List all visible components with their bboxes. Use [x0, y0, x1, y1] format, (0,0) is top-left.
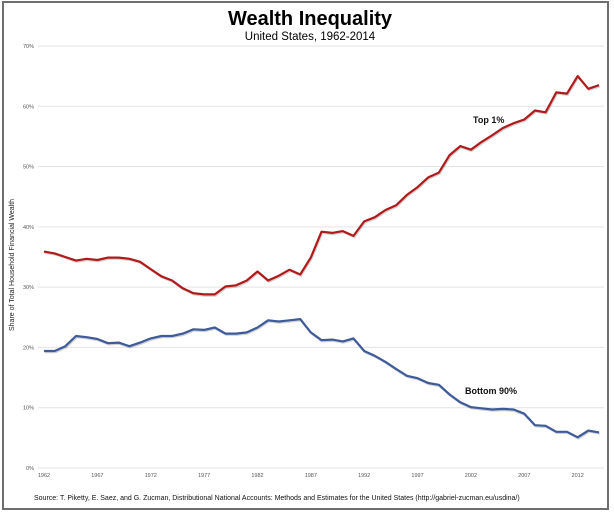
y-tick-label: 20% [23, 345, 34, 351]
y-tick-label: 40% [23, 225, 34, 231]
x-tick-label: 2007 [518, 473, 530, 479]
x-tick-label: 2012 [572, 473, 584, 479]
y-tick-label: 0% [26, 466, 34, 472]
y-tick-label: 30% [23, 285, 34, 291]
y-tick-label: 10% [23, 406, 34, 412]
y-tick-label: 50% [23, 165, 34, 171]
series-line-bottom-90 [44, 318, 600, 439]
series-line-top-1 [43, 74, 600, 296]
chart-title: Wealth Inequality [228, 8, 393, 30]
y-axis-label: Share of Total Household Financial Wealt… [9, 199, 16, 331]
series-label-top-1: Top 1% [473, 115, 504, 125]
series-lines [43, 74, 601, 440]
x-tick-label: 2002 [465, 473, 477, 479]
x-tick-label: 1977 [198, 473, 210, 479]
chart-subtitle: United States, 1962-2014 [245, 31, 376, 43]
x-tick-label: 1967 [91, 473, 103, 479]
source-note: Source: T. Piketty, E. Saez, and G. Zucm… [34, 495, 520, 502]
x-tick-label: 1962 [38, 473, 50, 479]
x-tick-label: 1982 [251, 473, 263, 479]
x-tick-label: 1972 [145, 473, 157, 479]
chart-frame [2, 1, 609, 510]
y-tick-label: 60% [23, 104, 34, 110]
x-axis-ticks: 1962 1967 1972 1977 1982 1987 1992 1997 2002 2007… [38, 473, 584, 479]
y-axis-ticks: 0% 10% 20% 30% 40% 50% 60% 70% [23, 44, 34, 472]
series-shadow [44, 75, 601, 297]
series-shadow [44, 319, 600, 440]
x-tick-label: 1992 [358, 473, 370, 479]
x-tick-label: 1997 [411, 473, 423, 479]
gridlines [38, 45, 604, 469]
series-label-bottom-90: Bottom 90% [465, 386, 517, 396]
x-tick-label: 1987 [305, 473, 317, 479]
y-tick-label: 70% [23, 44, 34, 50]
